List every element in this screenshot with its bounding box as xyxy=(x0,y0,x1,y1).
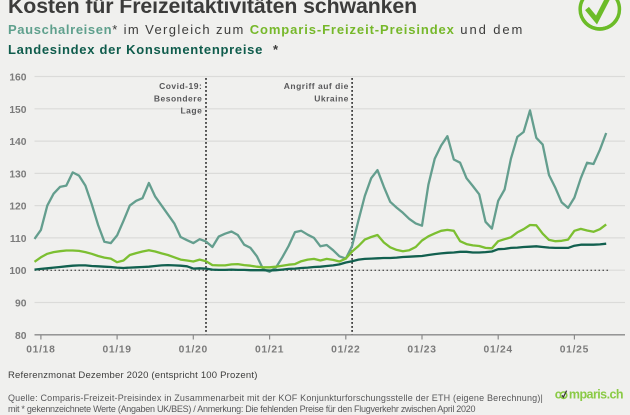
svg-text:01/23: 01/23 xyxy=(407,345,436,356)
svg-text:Covid-19:: Covid-19: xyxy=(159,81,202,91)
svg-text:01/18: 01/18 xyxy=(26,345,55,356)
svg-text:01/24: 01/24 xyxy=(484,345,513,356)
svg-text:160: 160 xyxy=(9,73,26,84)
svg-text:Lage: Lage xyxy=(180,106,202,116)
svg-text:01/22: 01/22 xyxy=(331,345,360,356)
svg-text:150: 150 xyxy=(9,105,26,116)
svg-text:01/20: 01/20 xyxy=(179,345,208,356)
svg-text:01/21: 01/21 xyxy=(255,345,284,356)
svg-text:Besondere: Besondere xyxy=(154,93,202,103)
svg-text:Angriff auf die: Angriff auf die xyxy=(284,81,349,91)
svg-text:80: 80 xyxy=(15,331,27,342)
svg-text:100: 100 xyxy=(9,266,26,277)
svg-text:01/19: 01/19 xyxy=(102,345,131,356)
svg-text:110: 110 xyxy=(10,234,27,245)
svg-text:140: 140 xyxy=(9,137,26,148)
svg-text:01/25: 01/25 xyxy=(560,345,589,356)
svg-text:90: 90 xyxy=(15,299,27,310)
svg-text:Ukraine: Ukraine xyxy=(314,93,349,103)
svg-text:120: 120 xyxy=(9,202,26,213)
svg-text:mparis.ch: mparis.ch xyxy=(569,388,623,402)
svg-text:130: 130 xyxy=(9,169,26,180)
svg-text:c: c xyxy=(555,388,562,402)
